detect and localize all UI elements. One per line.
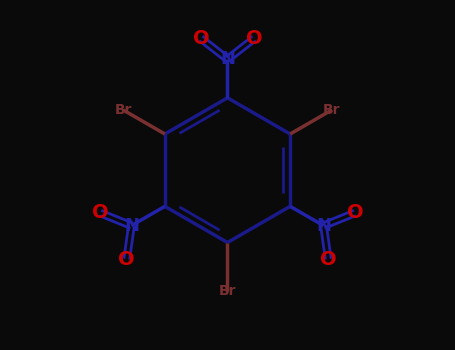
Text: N: N	[316, 217, 331, 235]
Text: O: O	[347, 203, 363, 223]
Text: O: O	[192, 29, 209, 48]
Text: O: O	[246, 29, 263, 48]
Text: Br: Br	[323, 103, 341, 117]
Text: O: O	[92, 203, 108, 223]
Text: N: N	[124, 217, 139, 235]
Text: O: O	[118, 250, 135, 268]
Text: O: O	[320, 250, 337, 268]
Text: Br: Br	[114, 103, 132, 117]
Text: N: N	[220, 50, 235, 68]
Text: Br: Br	[219, 284, 236, 298]
